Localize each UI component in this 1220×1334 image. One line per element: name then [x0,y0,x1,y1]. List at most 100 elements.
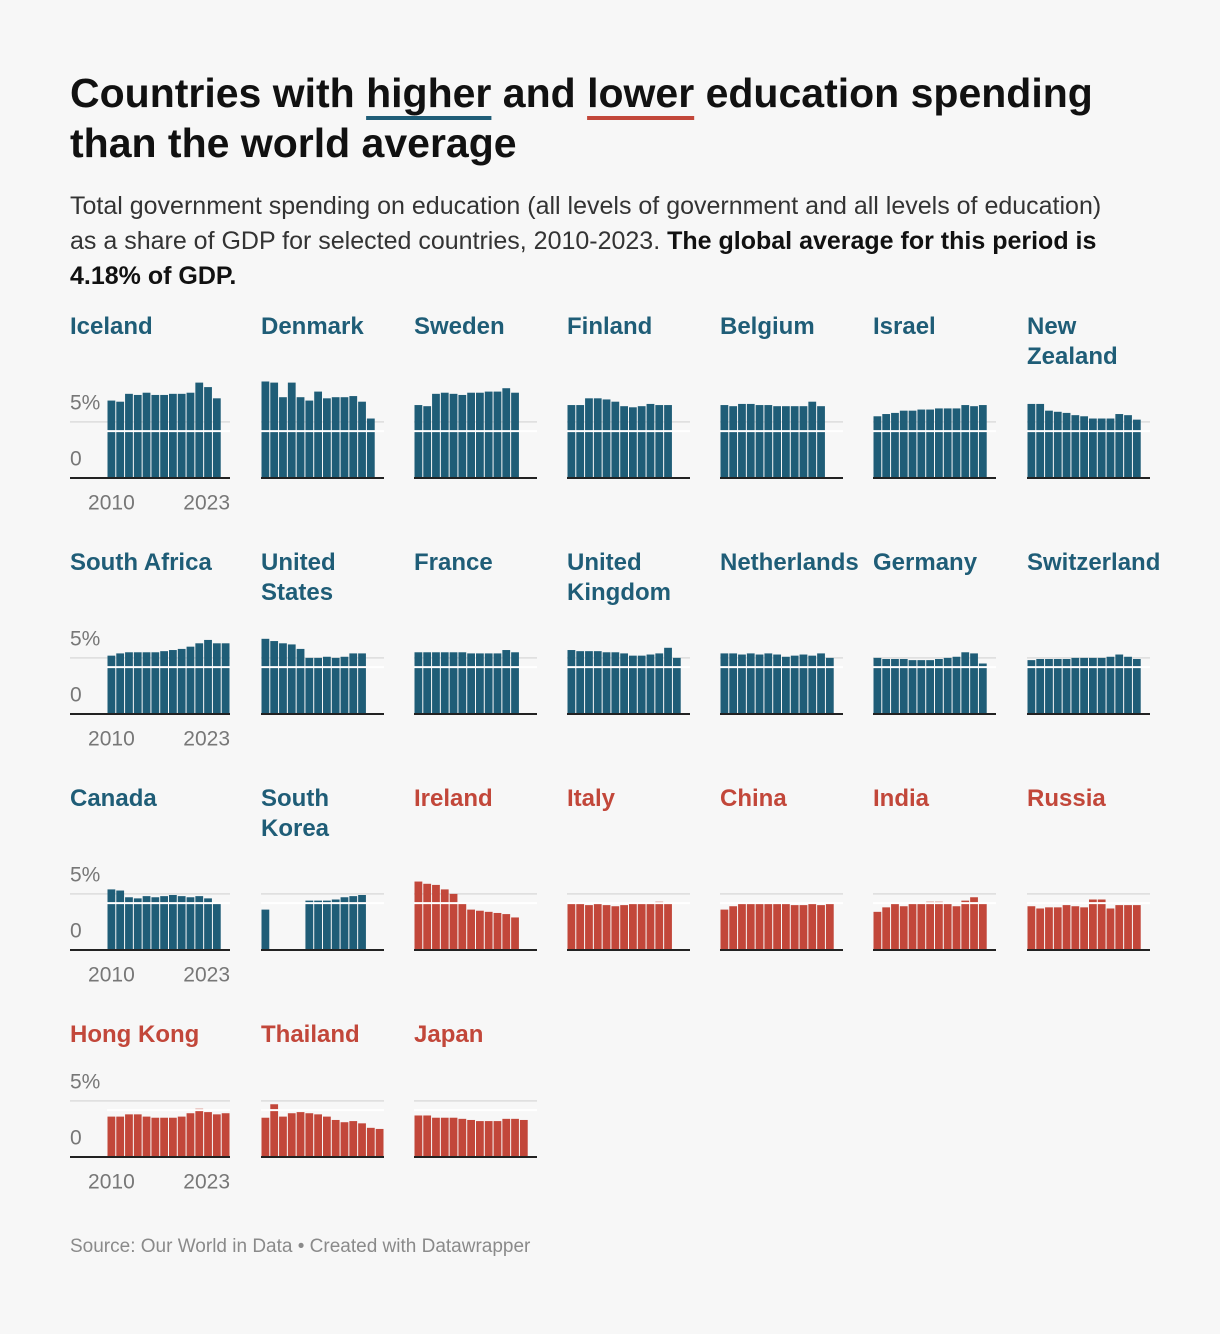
bar [961,900,970,950]
x-tick-label: 2023 [183,1171,230,1194]
panel-title: Ireland [414,785,493,812]
bar [655,405,664,478]
bar [279,643,287,714]
title-part: and [491,70,588,116]
bar [664,903,672,950]
bar [340,1122,349,1157]
bar [764,653,773,714]
bar [349,396,358,478]
bar [646,902,655,950]
bar [576,903,585,950]
bar [1027,403,1036,478]
bar [755,654,764,714]
bar [493,912,502,950]
bar [212,398,221,478]
bar [952,656,961,714]
bar [414,881,423,950]
bar [423,406,432,478]
bar [142,1116,151,1157]
bar [366,1127,375,1157]
bar [1071,415,1080,478]
bar [720,909,729,950]
bar [331,899,340,950]
bar [961,652,970,714]
x-tick-label: 2010 [88,492,135,515]
bar [1132,659,1141,714]
bar [1062,412,1071,478]
bar [261,381,270,478]
bar [1089,657,1097,714]
bar [502,388,511,478]
bar [296,1112,305,1157]
bar [432,1117,440,1157]
bar [270,1104,279,1157]
bar [511,917,519,950]
bar [458,1118,467,1157]
bar [358,1123,366,1157]
title-part: education spending than the world averag… [70,70,1093,166]
bar [151,1117,160,1157]
bar [1071,906,1080,950]
bar [270,641,279,714]
bar [279,397,287,478]
panel-title: Netherlands [720,549,859,576]
bar [873,657,882,714]
bar [773,903,781,950]
bar [799,406,808,478]
bar [349,653,358,714]
bar [825,903,834,950]
bar [899,659,908,714]
bar [729,906,738,950]
bar [186,646,195,714]
subtitle-emphasis: The global average for this period is 4.… [70,227,1097,290]
title-part: Countries with [70,70,367,116]
bar [449,1117,458,1157]
bar [169,650,177,714]
bar [358,895,366,950]
bar [943,902,952,950]
bar [891,903,899,950]
y-tick-label: 0 [70,684,82,707]
bar [935,901,943,950]
bar [142,392,151,478]
bar [611,652,620,714]
bar [899,410,908,478]
bar [873,911,882,950]
bar [432,884,440,950]
bar [502,1118,511,1157]
bar [204,1112,212,1157]
bar [1036,403,1045,478]
bar [1036,908,1045,950]
bar [305,1113,314,1157]
bar [502,650,511,714]
bar [107,1116,116,1157]
panel-title: United States [261,549,336,606]
panel-title: France [414,549,493,576]
bar [873,416,882,478]
bar [151,897,160,950]
bar [349,896,358,950]
bar [261,638,270,714]
bar [133,652,142,714]
panel-title: Israel [873,313,936,340]
bar [432,652,440,714]
panel-title: Iceland [70,313,153,340]
bar [340,397,349,478]
bar [212,1114,221,1157]
bar [467,653,475,714]
bar [585,398,593,478]
bar [314,1114,322,1157]
bar [1124,905,1132,950]
bar [358,401,366,478]
bar [1053,411,1062,478]
bar [331,1119,340,1157]
bar [585,905,593,950]
bar [720,653,729,714]
bar [305,657,314,714]
bar [375,1128,384,1157]
title-part: lower [587,70,695,116]
y-tick-label: 5% [70,391,100,414]
bar [440,1117,449,1157]
bar [177,896,186,950]
